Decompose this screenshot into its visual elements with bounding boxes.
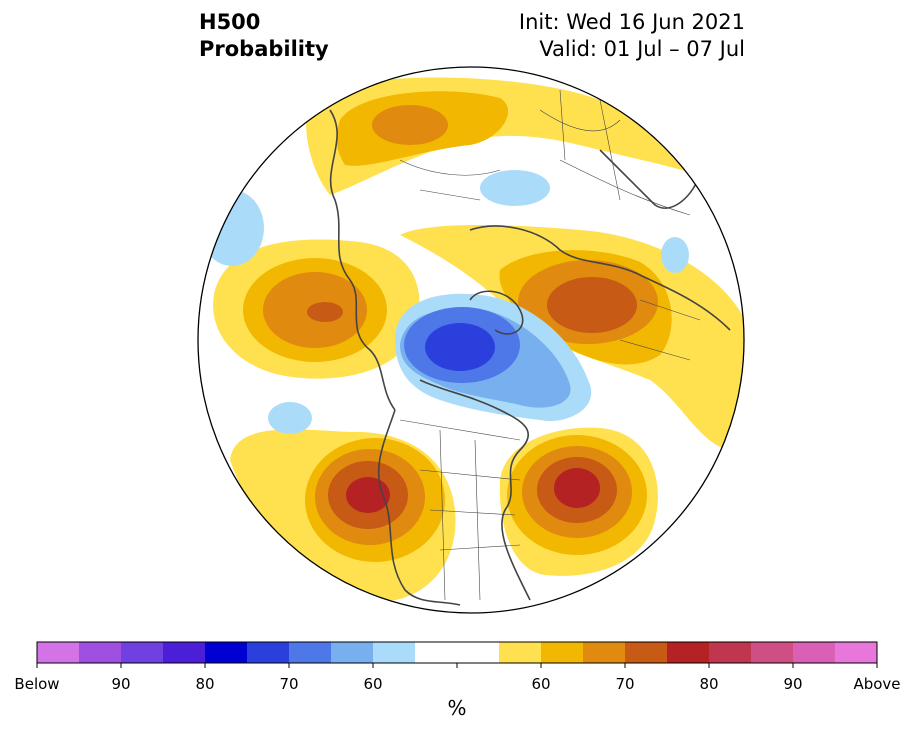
anomaly-northwest-atlantic bbox=[499, 427, 658, 576]
colorbar-cell bbox=[37, 642, 80, 663]
chart-title: H500 Probability bbox=[199, 9, 329, 63]
colorbar-cell bbox=[625, 642, 668, 663]
colorbar-cell bbox=[121, 642, 164, 663]
anomaly-north-siberia bbox=[306, 77, 710, 195]
date-info: Init: Wed 16 Jun 2021 Valid: 01 Jul – 07… bbox=[519, 9, 745, 63]
map-boundary bbox=[197, 66, 745, 614]
anomaly-central-siberia bbox=[480, 170, 550, 206]
borders bbox=[399, 89, 701, 601]
title-line-1: H500 bbox=[199, 10, 261, 34]
colorbar-tick-label: 70 bbox=[279, 675, 299, 693]
colorbar-cell bbox=[541, 642, 584, 663]
colorbar-cell bbox=[583, 642, 626, 663]
colorbar-cell bbox=[835, 642, 878, 663]
anomaly-eastern-europe bbox=[400, 225, 744, 450]
colorbar-cell bbox=[79, 642, 122, 663]
colorbar-tick-label: 80 bbox=[195, 675, 215, 693]
colorbar-cell bbox=[163, 642, 206, 663]
colorbar-tick-label: 80 bbox=[699, 675, 719, 693]
colorbar-cell bbox=[331, 642, 374, 663]
colorbar-tick-label: 90 bbox=[111, 675, 131, 693]
colorbar-cell bbox=[247, 642, 290, 663]
colorbar-tick-label: 90 bbox=[783, 675, 803, 693]
colorbar-tick-label: 60 bbox=[363, 675, 383, 693]
colorbar-cell bbox=[667, 642, 710, 663]
anomaly-pacific-east-patch bbox=[268, 402, 312, 434]
colorbar-cells bbox=[37, 642, 878, 663]
colorbar-cell bbox=[709, 642, 752, 663]
colorbar-tick-label: Below bbox=[14, 675, 60, 693]
colorbar-cell bbox=[289, 642, 332, 663]
anomaly-europe-patch bbox=[661, 237, 689, 273]
colorbar-cell bbox=[457, 642, 500, 663]
colorbar-cell bbox=[751, 642, 794, 663]
anomaly-north-pacific bbox=[213, 239, 420, 379]
colorbar-cell bbox=[499, 642, 542, 663]
colorbar-tick-label: Above bbox=[853, 675, 901, 693]
colorbar-cell bbox=[793, 642, 836, 663]
init-date: Init: Wed 16 Jun 2021 bbox=[518, 10, 745, 34]
colorbar-units: % bbox=[447, 696, 467, 720]
colorbar-cell bbox=[415, 642, 458, 663]
colorbar-cell bbox=[205, 642, 248, 663]
coastlines bbox=[329, 109, 731, 606]
valid-date: Valid: 01 Jul – 07 Jul bbox=[539, 37, 745, 61]
anomaly-arctic bbox=[395, 293, 592, 421]
colorbar-ticks bbox=[36, 663, 878, 668]
colorbar-tick-label: 60 bbox=[531, 675, 551, 693]
colorbar-cell bbox=[373, 642, 416, 663]
colorbar-tick-label: 70 bbox=[615, 675, 635, 693]
title-line-2: Probability bbox=[199, 37, 329, 61]
